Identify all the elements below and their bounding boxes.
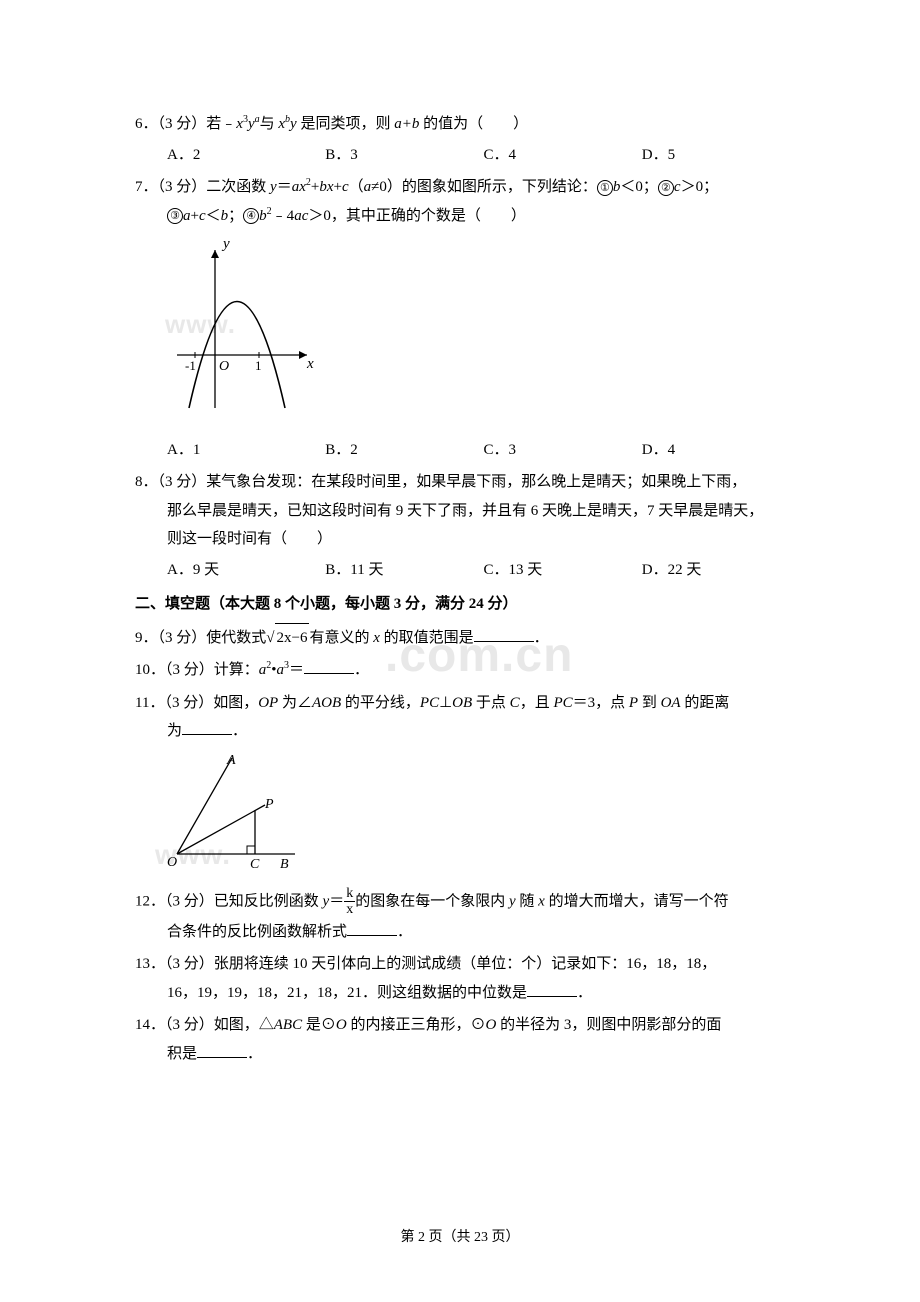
q7-figure: y x O -1 1 bbox=[167, 240, 800, 426]
q11-line2: 为． bbox=[135, 717, 800, 746]
q7-line2: ③a+c＜b；④b2﹣4ac＞0，其中正确的个数是（ ） bbox=[135, 202, 800, 231]
section-2-header: 二、填空题（本大题 8 个小题，每小题 3 分，满分 24 分） bbox=[135, 590, 800, 619]
fraction: kx bbox=[344, 886, 355, 918]
label-a: A bbox=[226, 753, 236, 768]
q7-options: A．1 B．2 C．3 D．4 bbox=[135, 436, 800, 465]
angle-svg: A O C B P bbox=[167, 752, 302, 870]
question-8: 8．（3 分）某气象台发现：在某段时间里，如果早晨下雨，那么晚上是晴天；如果晚上… bbox=[135, 468, 800, 584]
q8-line3: 则这一段时间有（ ） bbox=[135, 525, 800, 554]
question-7: 7．（3 分）二次函数 y＝ax2+bx+c（a≠0）的图象如图所示，下列结论：… bbox=[135, 173, 800, 464]
axis-x-label: x bbox=[306, 356, 314, 372]
q6-text: 6．（3 分）若﹣x3ya与 xby 是同类项，则 a+b 的值为（ ） bbox=[135, 110, 800, 139]
q12-line2: 合条件的反比例函数解析式． bbox=[135, 918, 800, 947]
blank bbox=[347, 921, 397, 936]
label-p: P bbox=[264, 797, 274, 812]
q8-option-d: D．22 天 bbox=[642, 556, 800, 585]
question-6: 6．（3 分）若﹣x3ya与 xby 是同类项，则 a+b 的值为（ ） A．2… bbox=[135, 110, 800, 169]
q8-line2: 那么早晨是晴天，已知这段时间有 9 天下了雨，并且有 6 天晚上是晴天，7 天早… bbox=[135, 497, 800, 526]
page-footer: 第 2 页（共 23 页） bbox=[0, 1225, 920, 1252]
axis-y-label: y bbox=[221, 240, 230, 252]
q6-option-c: C．4 bbox=[484, 141, 642, 170]
q7-option-d: D．4 bbox=[642, 436, 800, 465]
q8-option-a: A．9 天 bbox=[167, 556, 325, 585]
q14-line1: 14．（3 分）如图，△ABC 是⊙O 的内接正三角形，⊙O 的半径为 3，则图… bbox=[135, 1011, 800, 1040]
q11-line1: 11．（3 分）如图，OP 为∠AOB 的平分线，PC⊥OB 于点 C，且 PC… bbox=[135, 689, 800, 718]
origin-label: O bbox=[219, 359, 229, 374]
q13-line1: 13．（3 分）张朋将连续 10 天引体向上的测试成绩（单位：个）记录如下：16… bbox=[135, 950, 800, 979]
q6-option-b: B．3 bbox=[325, 141, 483, 170]
blank bbox=[304, 659, 354, 674]
label-b: B bbox=[280, 857, 289, 870]
q12-line1: 12．（3 分）已知反比例函数 y＝kx的图象在每一个象限内 y 随 x 的增大… bbox=[135, 886, 800, 918]
label-o: O bbox=[167, 855, 177, 870]
blank bbox=[197, 1043, 247, 1058]
q8-options: A．9 天 B．11 天 C．13 天 D．22 天 bbox=[135, 556, 800, 585]
q8-line1: 8．（3 分）某气象台发现：在某段时间里，如果早晨下雨，那么晚上是晴天；如果晚上… bbox=[135, 468, 800, 497]
question-11: 11．（3 分）如图，OP 为∠AOB 的平分线，PC⊥OB 于点 C，且 PC… bbox=[135, 689, 800, 881]
q7-option-b: B．2 bbox=[325, 436, 483, 465]
q11-figure: A O C B P bbox=[167, 752, 800, 881]
blank bbox=[527, 982, 577, 997]
q6-options: A．2 B．3 C．4 D．5 bbox=[135, 141, 800, 170]
question-13: 13．（3 分）张朋将连续 10 天引体向上的测试成绩（单位：个）记录如下：16… bbox=[135, 950, 800, 1007]
q9-text: 9．（3 分）使代数式√2x−6有意义的 x 的取值范围是． bbox=[135, 623, 800, 653]
tick-neg1: -1 bbox=[185, 358, 196, 373]
question-14: 14．（3 分）如图，△ABC 是⊙O 的内接正三角形，⊙O 的半径为 3，则图… bbox=[135, 1011, 800, 1068]
q8-option-c: C．13 天 bbox=[484, 556, 642, 585]
question-9: 9．（3 分）使代数式√2x−6有意义的 x 的取值范围是． bbox=[135, 623, 800, 653]
question-12: 12．（3 分）已知反比例函数 y＝kx的图象在每一个象限内 y 随 x 的增大… bbox=[135, 886, 800, 946]
q8-option-b: B．11 天 bbox=[325, 556, 483, 585]
parabola-svg: y x O -1 1 bbox=[167, 240, 317, 415]
q7-option-a: A．1 bbox=[167, 436, 325, 465]
blank bbox=[474, 627, 534, 642]
q6-option-a: A．2 bbox=[167, 141, 325, 170]
blank bbox=[182, 720, 232, 735]
q13-line2: 16，19，19，18，21，18，21．则这组数据的中位数是． bbox=[135, 979, 800, 1008]
q14-line2: 积是． bbox=[135, 1040, 800, 1069]
q7-text: 7．（3 分）二次函数 y＝ax2+bx+c（a≠0）的图象如图所示，下列结论：… bbox=[135, 173, 800, 202]
question-10: 10．（3 分）计算：a2•a3＝． bbox=[135, 656, 800, 685]
tick-pos1: 1 bbox=[255, 358, 262, 373]
q10-text: 10．（3 分）计算：a2•a3＝． bbox=[135, 656, 800, 685]
q7-option-c: C．3 bbox=[484, 436, 642, 465]
label-c: C bbox=[250, 857, 260, 870]
q6-option-d: D．5 bbox=[642, 141, 800, 170]
